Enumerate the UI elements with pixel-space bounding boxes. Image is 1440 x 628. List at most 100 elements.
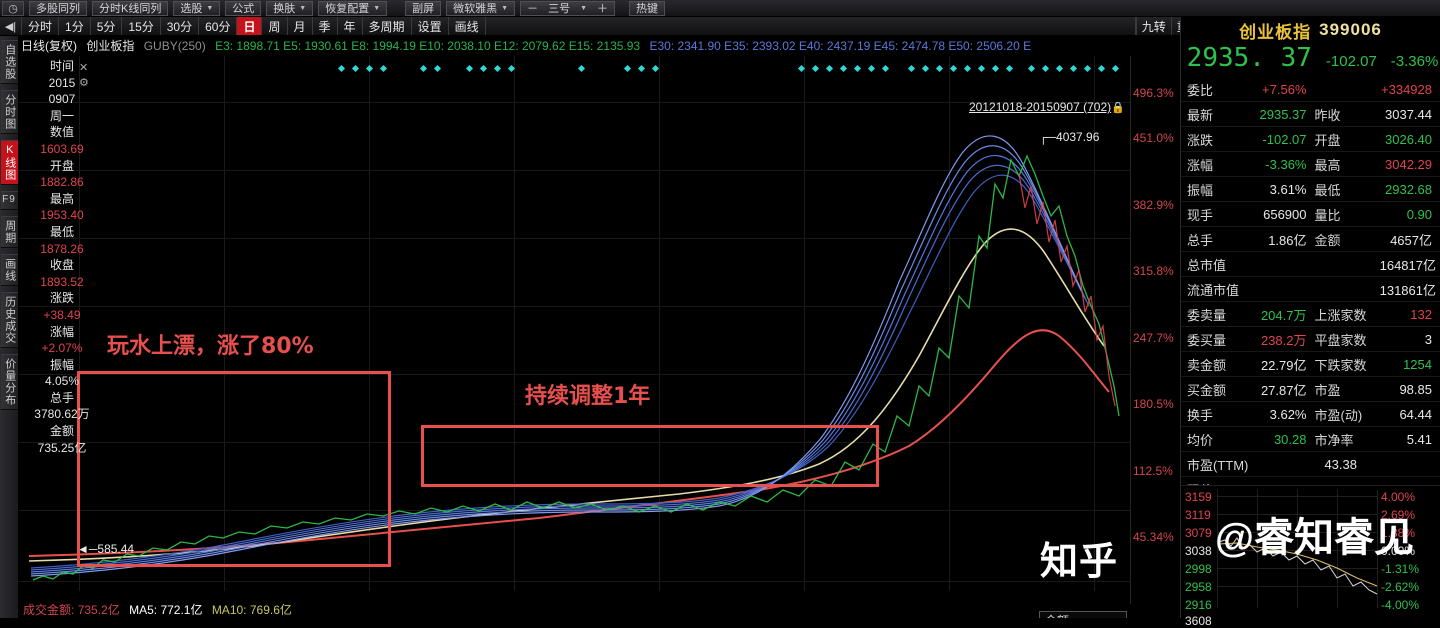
quote-row-label: 金额 (1315, 230, 1341, 249)
period-tab-1min[interactable]: 1分 (59, 17, 91, 35)
quote-row-value: +334928 (1381, 82, 1432, 97)
font-decrease-label[interactable]: － (527, 0, 538, 16)
menu-button-6[interactable]: 副屏 (405, 1, 441, 16)
quote-row-label: 卖金额 (1187, 355, 1226, 374)
axis-label-3: 315.8% (1133, 264, 1174, 278)
annotation-box-1[interactable] (77, 371, 391, 567)
volume-label: 成交金额 (23, 603, 71, 617)
readout-label-low: 最低 (24, 224, 100, 241)
period-tab-30min[interactable]: 30分 (161, 17, 199, 35)
period-tab-day[interactable]: 日 (237, 17, 262, 35)
quote-row-value: 3.61% (1270, 182, 1307, 197)
period-tab-5min[interactable]: 5分 (91, 17, 123, 35)
quote-row-value: 3.62% (1270, 407, 1307, 422)
left-sidebar: 自选股 分时图 K线图 F9 周期 画线 历史成交 价量分布 (0, 36, 19, 618)
high-price-value: 4037.96 (1056, 130, 1099, 144)
font-increase-label[interactable]: ＋ (597, 0, 608, 16)
font-family-select[interactable]: 微软雅黑▼ (446, 1, 515, 16)
period-tab-month[interactable]: 月 (288, 17, 313, 35)
close-icon[interactable]: ✕ (79, 61, 88, 74)
readout-value-volume: 3780.62万 (24, 406, 100, 423)
quote-last-price: 2935. 37 (1187, 43, 1312, 73)
annotation-box-2[interactable] (421, 425, 879, 487)
sidebar-item-kline-chart[interactable]: K线图 (1, 140, 18, 185)
drawline-label: 画线 (455, 18, 479, 35)
clock-icon[interactable]: ◷ (2, 1, 24, 16)
jiuzhuan-button[interactable]: 九转 (1136, 17, 1171, 35)
quote-row-value: 22.79亿 (1261, 355, 1307, 374)
quote-row-label: 最高 (1315, 155, 1341, 174)
drawline-button[interactable]: 画线 (449, 17, 486, 35)
menu-button-3[interactable]: 公式 (225, 1, 261, 16)
sidebar-item-timeline-chart[interactable]: 分时图 (1, 90, 18, 134)
readout-value-amount: 735.25亿 (24, 440, 100, 457)
period-tab-fenshi[interactable]: 分时 (22, 17, 59, 35)
readout-label-time: 时间 (24, 58, 100, 75)
readout-value-value: 1603.69 (24, 141, 100, 158)
period-tab-label: 30分 (167, 18, 192, 35)
volume-value: 735.2亿 (78, 603, 120, 617)
readout-value-low: 1878.26 (24, 241, 100, 258)
settings-button[interactable]: 设置 (412, 17, 449, 35)
period-tab-multi[interactable]: 多周期 (363, 17, 412, 35)
menu-button-4[interactable]: 换肤▼ (266, 1, 313, 16)
indicator-values-blue: E30: 2341.90 E35: 2393.02 E40: 2437.19 E… (649, 39, 1031, 53)
sidebar-item-price-volume-dist[interactable]: 价量分布 (1, 354, 18, 410)
hotkey-button[interactable]: 热键 (629, 1, 665, 16)
menu-button-5[interactable]: 恢复配置▼ (318, 1, 387, 16)
sidebar-item-drawline[interactable]: 画线 (1, 254, 18, 286)
period-tab-quarter[interactable]: 季 (313, 17, 338, 35)
date-range-label[interactable]: 20121018-20150907 (702)🔒 (969, 100, 1125, 114)
quote-cell: 市盈(动)64.44 (1311, 405, 1440, 424)
menu-button-2-label: 选股 (180, 0, 202, 16)
readout-value-changepct: +2.07% (24, 340, 100, 357)
volume-indicator-select[interactable]: 金额 ▼ (1039, 611, 1127, 618)
axis-label-5: 180.5% (1133, 397, 1174, 411)
sidebar-item-f9[interactable]: F9 (1, 191, 18, 210)
menu-button-6-label: 副屏 (412, 0, 434, 16)
menu-button-1[interactable]: 分时K线同列 (92, 1, 168, 16)
menu-button-2[interactable]: 选股▼ (173, 1, 220, 16)
prev-page-icon[interactable]: ◀| (0, 17, 22, 35)
quote-row-label: 委比 (1187, 80, 1213, 99)
period-tab-label: 日 (243, 18, 255, 35)
readout-label-changepct: 涨幅 (24, 324, 100, 341)
volume-indicator-label: 金额 (1045, 612, 1069, 618)
period-tab-label: 季 (319, 18, 331, 35)
settings-label: 设置 (418, 18, 442, 35)
quote-row-value: 4657亿 (1390, 230, 1432, 249)
sidebar-item-watchlist[interactable]: 自选股 (1, 40, 18, 84)
quote-row-label: 市盈(动) (1315, 405, 1363, 424)
menu-button-0[interactable]: 多股同列 (29, 1, 87, 16)
period-tab-week[interactable]: 周 (262, 17, 287, 35)
sidebar-item-history-trades[interactable]: 历史成交 (1, 292, 18, 348)
readout-value-change: +38.49 (24, 307, 100, 324)
quote-row-label: 昨收 (1315, 105, 1341, 124)
readout-value-daymonth: 0907 (24, 91, 100, 108)
quote-row-value: 131861亿 (1380, 280, 1436, 299)
sidebar-item-period[interactable]: 周期 (1, 216, 18, 248)
period-tab-year[interactable]: 年 (338, 17, 363, 35)
period-tab-15min[interactable]: 15分 (122, 17, 160, 35)
readout-value-high: 1953.40 (24, 207, 100, 224)
quote-row-value: 2935.37 (1260, 107, 1307, 122)
quote-cell: 卖金额 22.79亿 (1181, 355, 1311, 374)
sidebar-item-label: 周期 (3, 220, 15, 244)
font-size-control[interactable]: －三号▼＋ (520, 1, 615, 16)
mini-right-label-4: -1.31% (1381, 562, 1419, 576)
font-size-label: 三号 (548, 0, 570, 16)
lock-icon[interactable]: 🔒 (1111, 101, 1125, 114)
kline-chart-panel[interactable]: 日线(复权) 创业板指 GUBY(250) E3: 1898.71 E5: 19… (19, 36, 1180, 618)
gear-icon[interactable]: ⚙ (79, 76, 89, 89)
period-tab-60min[interactable]: 60分 (199, 17, 237, 35)
quote-row-value: +7.56% (1262, 82, 1306, 97)
